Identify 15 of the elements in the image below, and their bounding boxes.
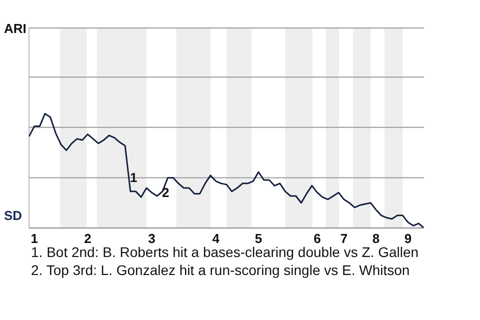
text: 2. Top 3rd: L. Gonzalez hit a run-scoring single vs E. Whitson xyxy=(31,262,410,279)
x-tick-label: 9 xyxy=(404,231,412,246)
annotation: 1 xyxy=(130,169,138,186)
text: SD xyxy=(4,207,22,224)
text: ARI xyxy=(4,20,26,37)
text: 1. Bot 2nd: B. Roberts hit a bases-clearing double vs Z. Gallen xyxy=(31,244,419,261)
x-tick-label: 7 xyxy=(340,231,348,246)
x-tick-label: 4 xyxy=(212,231,220,246)
x-tick-label: 8 xyxy=(372,231,380,246)
x-tick-label: 3 xyxy=(148,231,156,246)
annotation: 2 xyxy=(162,184,170,201)
x-tick-label: 1 xyxy=(30,231,38,246)
x-tick-label: 2 xyxy=(84,231,92,246)
x-tick-label: 6 xyxy=(314,231,321,246)
x-tick-label: 5 xyxy=(254,231,262,246)
